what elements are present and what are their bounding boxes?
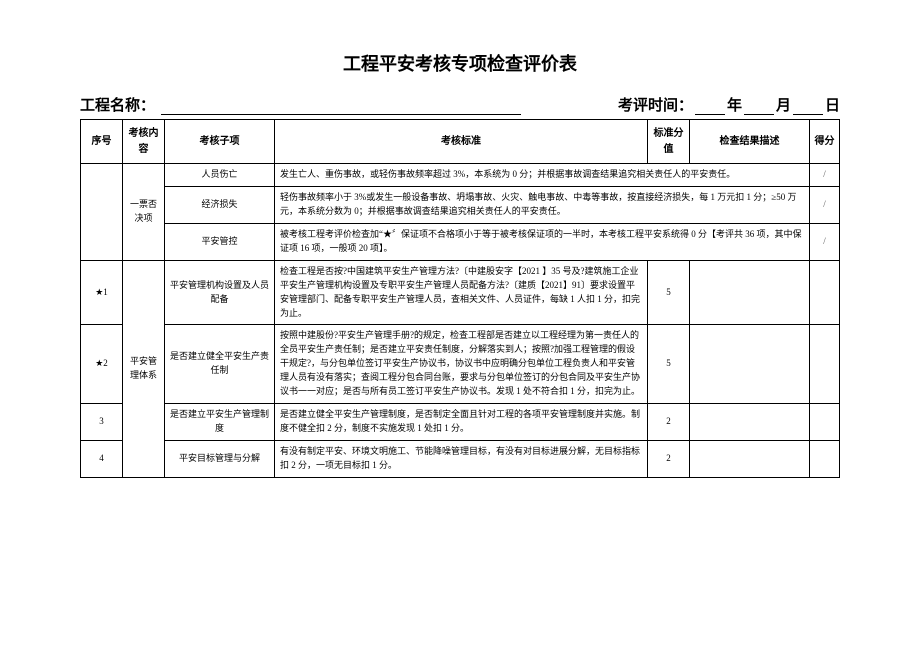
th-subitem: 考核子项 [165,120,275,164]
row-std-1: 按照中建股份?平安生产管理手册?的规定，检查工程部是否建立以工程经理为第一责任人… [275,325,648,404]
row-sub-2: 是否建立平安生产管理制度 [165,404,275,441]
row-std-2: 是否建立健全平安生产管理制度，是否制定全面且针对工程的各项平安管理制度并实施。制… [275,404,648,441]
row-got-0 [810,260,840,325]
month-blank [744,97,774,115]
row-desc-0 [690,260,810,325]
veto-sub-2: 平安管控 [165,223,275,260]
day-unit: 日 [825,94,840,115]
year-blank [695,97,725,115]
row-got-3 [810,441,840,478]
th-stdscore: 标准分值 [648,120,690,164]
row-sub-1: 是否建立健全平安生产责任制 [165,325,275,404]
project-label: 工程名称： [80,94,155,115]
project-name-blank [161,97,521,115]
row-sub-3: 平安目标管理与分解 [165,441,275,478]
row-score-1: 5 [648,325,690,404]
veto-slash-0: / [810,164,840,187]
row-std-0: 检查工程是否按?中国建筑平安生产管理方法?〔中建股安字【2021 】35 号及?… [275,260,648,325]
evaluation-table: 序号 考核内容 考核子项 考核标准 标准分值 检查结果描述 得分 一票否决项 人… [80,119,840,478]
page-title: 工程平安考核专项检查评价表 [80,50,840,76]
table-row: 经济损失 轻伤事故频率小于 3%或发生一般设备事故、坍塌事故、火灾、触电事故、中… [81,186,840,223]
table-row: 4 平安目标管理与分解 有没有制定平安、环境文明施工、节能降噪管理目标，有没有对… [81,441,840,478]
row-seq-2: 3 [81,404,123,441]
veto-slash-1: / [810,186,840,223]
th-standard: 考核标准 [275,120,648,164]
row-desc-1 [690,325,810,404]
mgmt-category: 平安管理体系 [123,260,165,477]
th-resultdesc: 检查结果描述 [690,120,810,164]
veto-seq-blank [81,164,123,261]
veto-category: 一票否决项 [123,164,165,261]
table-row: 平安管控 被考核工程考评价检查加“★〞保证项不合格项小于等于被考核保证项的一半时… [81,223,840,260]
row-seq-3: 4 [81,441,123,478]
row-score-3: 2 [648,441,690,478]
table-row: ★2 是否建立健全平安生产责任制 按照中建股份?平安生产管理手册?的规定，检查工… [81,325,840,404]
row-sub-0: 平安管理机构设置及人员配备 [165,260,275,325]
veto-std-1: 轻伤事故频率小于 3%或发生一般设备事故、坍塌事故、火灾、触电事故、中毒等事故，… [275,186,810,223]
row-seq-1: ★2 [81,325,123,404]
th-category: 考核内容 [123,120,165,164]
date-label: 考评时间： [618,94,693,115]
row-std-3: 有没有制定平安、环境文明施工、节能降噪管理目标，有没有对目标进展分解，无目标指标… [275,441,648,478]
veto-sub-1: 经济损失 [165,186,275,223]
table-header-row: 序号 考核内容 考核子项 考核标准 标准分值 检查结果描述 得分 [81,120,840,164]
veto-std-2: 被考核工程考评价检查加“★〞保证项不合格项小于等于被考核保证项的一半时，本考核工… [275,223,810,260]
row-got-1 [810,325,840,404]
year-unit: 年 [727,94,742,115]
th-score: 得分 [810,120,840,164]
day-blank [793,97,823,115]
meta-row: 工程名称： 考评时间： 年 月 日 [80,94,840,115]
row-desc-3 [690,441,810,478]
veto-sub-0: 人员伤亡 [165,164,275,187]
row-seq-0: ★1 [81,260,123,325]
table-row: 3 是否建立平安生产管理制度 是否建立健全平安生产管理制度，是否制定全面且针对工… [81,404,840,441]
veto-slash-2: / [810,223,840,260]
row-score-2: 2 [648,404,690,441]
row-score-0: 5 [648,260,690,325]
table-row: 一票否决项 人员伤亡 发生亡人、重伤事故，或轻伤事故频率超过 3%，本系统为 0… [81,164,840,187]
row-got-2 [810,404,840,441]
table-row: ★1 平安管理体系 平安管理机构设置及人员配备 检查工程是否按?中国建筑平安生产… [81,260,840,325]
veto-std-0: 发生亡人、重伤事故，或轻伤事故频率超过 3%，本系统为 0 分；并根据事故调查结… [275,164,810,187]
th-seq: 序号 [81,120,123,164]
month-unit: 月 [776,94,791,115]
row-desc-2 [690,404,810,441]
